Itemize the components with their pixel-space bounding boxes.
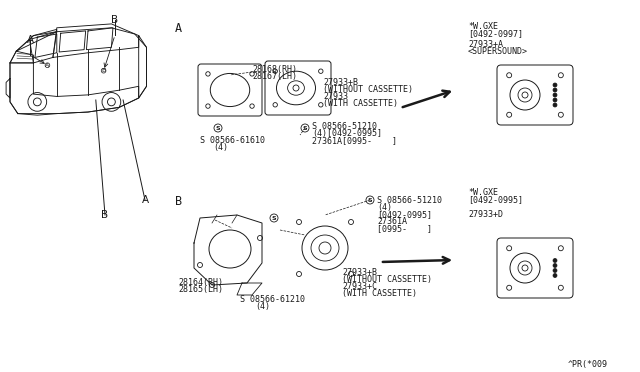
Text: (WITHOUT CASSETTE): (WITHOUT CASSETTE) <box>342 275 432 284</box>
Text: 27933+B: 27933+B <box>323 78 358 87</box>
Text: 28164(RH): 28164(RH) <box>178 278 223 287</box>
Circle shape <box>553 93 557 97</box>
Text: A: A <box>26 35 33 45</box>
Text: (4): (4) <box>377 203 392 212</box>
Text: [0492-0995]: [0492-0995] <box>468 195 523 204</box>
Text: S: S <box>272 215 276 221</box>
Text: 28168(RH): 28168(RH) <box>252 65 297 74</box>
Circle shape <box>553 273 557 278</box>
Text: 27933+D: 27933+D <box>468 210 503 219</box>
Text: A: A <box>141 195 148 205</box>
Text: 27361A[0995-    ]: 27361A[0995- ] <box>312 136 397 145</box>
Text: (4)[0492-0995]: (4)[0492-0995] <box>312 129 382 138</box>
Text: B: B <box>175 195 182 208</box>
Text: 27933: 27933 <box>323 92 348 101</box>
Text: 27933+C: 27933+C <box>342 282 377 291</box>
Circle shape <box>553 83 557 87</box>
Text: (WITH CASSETTE): (WITH CASSETTE) <box>342 289 417 298</box>
Text: S 08566-61210: S 08566-61210 <box>240 295 305 304</box>
Circle shape <box>553 88 557 92</box>
Text: S: S <box>303 125 307 131</box>
Text: B: B <box>102 68 106 73</box>
Text: (4): (4) <box>213 143 228 152</box>
Text: 28165(LH): 28165(LH) <box>178 285 223 294</box>
Text: S 08566-51210: S 08566-51210 <box>377 196 442 205</box>
Text: S: S <box>368 198 372 202</box>
Circle shape <box>553 263 557 267</box>
Text: (4): (4) <box>255 302 270 311</box>
Circle shape <box>553 103 557 107</box>
Text: (WITHOUT CASSETTE): (WITHOUT CASSETTE) <box>323 85 413 94</box>
Text: 28167(LH): 28167(LH) <box>252 72 297 81</box>
Text: 27933+B: 27933+B <box>342 268 377 277</box>
Text: S: S <box>216 125 220 131</box>
Text: *W.GXE: *W.GXE <box>468 22 498 31</box>
Circle shape <box>553 98 557 102</box>
Circle shape <box>553 269 557 273</box>
Text: *W.GXE: *W.GXE <box>468 188 498 197</box>
Text: B: B <box>111 15 118 25</box>
Text: S 08566-51210: S 08566-51210 <box>312 122 377 131</box>
Text: (WITH CASSETTE): (WITH CASSETTE) <box>323 99 398 108</box>
Text: [0492-0997]: [0492-0997] <box>468 29 523 38</box>
Text: 27933+A: 27933+A <box>468 40 503 49</box>
Text: S 08566-61610: S 08566-61610 <box>200 136 265 145</box>
Text: A: A <box>175 22 182 35</box>
Text: <SUPERSOUND>: <SUPERSOUND> <box>468 47 528 56</box>
Circle shape <box>553 259 557 263</box>
Text: [0995-    ]: [0995- ] <box>377 224 432 233</box>
Text: [0492-0995]: [0492-0995] <box>377 210 432 219</box>
Text: 27361A: 27361A <box>377 217 407 226</box>
Text: B: B <box>101 210 109 220</box>
Text: A: A <box>45 63 49 68</box>
Text: ^PR(*009: ^PR(*009 <box>568 360 608 369</box>
